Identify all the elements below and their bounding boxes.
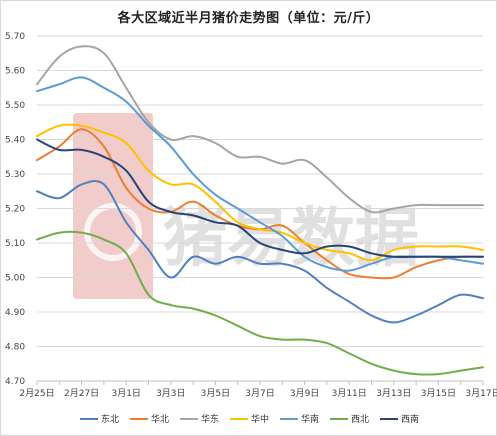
- y-tick-label: 5.40: [5, 136, 25, 146]
- y-tick-label: 5.10: [5, 239, 25, 249]
- chart-series: [36, 45, 484, 376]
- y-tick-label: 5.70: [5, 32, 25, 42]
- x-tick-label: 3月17日: [465, 388, 497, 399]
- watermark-logo-mark: [84, 203, 142, 261]
- x-tick-label: 3月13日: [376, 388, 411, 399]
- watermark-text: 猪易数据: [163, 202, 419, 276]
- y-tick-label: 5.30: [5, 170, 25, 180]
- series-line-3: [36, 123, 484, 262]
- series-line-6: [36, 138, 484, 259]
- series-line-2: [36, 45, 484, 214]
- series-line-5: [36, 230, 484, 376]
- y-tick-label: 5.50: [5, 101, 25, 111]
- x-tick-label: 3月5日: [201, 388, 230, 399]
- legend-label: 华北: [151, 413, 169, 425]
- watermark: 猪易数据: [73, 113, 419, 299]
- chart-legend: 东北 华北 华东 华中 华南 西北 西南: [80, 413, 419, 425]
- chart-title: 各大区域近半月猪价走势图（单位：元/斤）: [117, 11, 380, 26]
- x-tick-label: 2月25日: [19, 388, 54, 399]
- legend-label: 华中: [251, 413, 269, 425]
- legend-label: 西南: [401, 413, 419, 425]
- y-tick-label: 5.00: [5, 274, 25, 284]
- x-tick-label: 3月9日: [290, 388, 319, 399]
- x-tick-label: 3月11日: [332, 388, 367, 399]
- y-tick-label: 4.80: [5, 343, 25, 353]
- x-tick-label: 3月1日: [111, 388, 140, 399]
- x-axis: 2月25日 2月27日 3月1日 3月3日 3月5日 3月7日 3月9日 3月11日 3月13日…: [19, 380, 497, 399]
- legend-label: 华东: [201, 413, 219, 425]
- x-tick-label: 3月7日: [245, 388, 274, 399]
- y-tick-label: 5.60: [5, 67, 25, 77]
- y-tick-label: 5.20: [5, 205, 25, 215]
- series-line-0: [36, 179, 484, 324]
- legend-label: 华南: [301, 413, 319, 425]
- y-tick-label: 4.90: [5, 308, 25, 318]
- y-axis: 4.70 4.80 4.90 5.00 5.10 5.20 5.30 5.40 5.50 5.60…: [5, 32, 25, 387]
- x-tick-label: 3月15日: [421, 388, 456, 399]
- y-tick-label: 4.70: [5, 377, 25, 387]
- legend-label: 东北: [101, 413, 119, 425]
- x-tick-label: 2月27日: [64, 388, 99, 399]
- x-tick-label: 3月3日: [156, 388, 185, 399]
- legend-label: 西北: [351, 414, 369, 425]
